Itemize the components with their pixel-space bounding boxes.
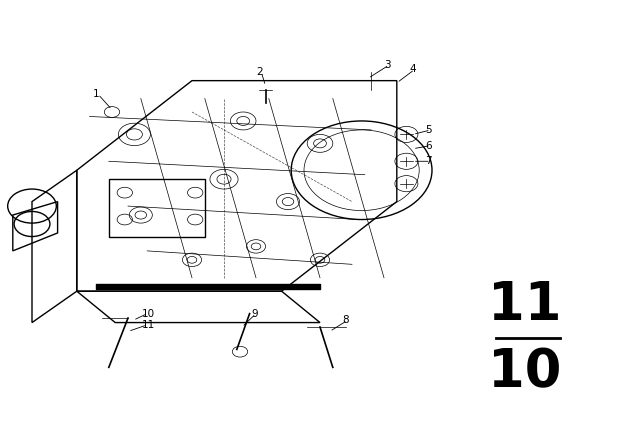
Text: 6: 6	[426, 141, 432, 151]
Text: 7: 7	[426, 156, 432, 166]
Text: 1: 1	[93, 89, 99, 99]
Text: 8: 8	[342, 315, 349, 325]
Text: 11: 11	[142, 320, 156, 330]
Text: 3: 3	[384, 60, 390, 70]
Text: 2: 2	[256, 67, 262, 77]
Text: 10: 10	[488, 346, 561, 398]
Text: 10: 10	[142, 309, 156, 319]
Text: 4: 4	[410, 65, 416, 74]
Text: 5: 5	[426, 125, 432, 135]
Text: 11: 11	[488, 279, 561, 331]
Text: 9: 9	[251, 309, 257, 319]
